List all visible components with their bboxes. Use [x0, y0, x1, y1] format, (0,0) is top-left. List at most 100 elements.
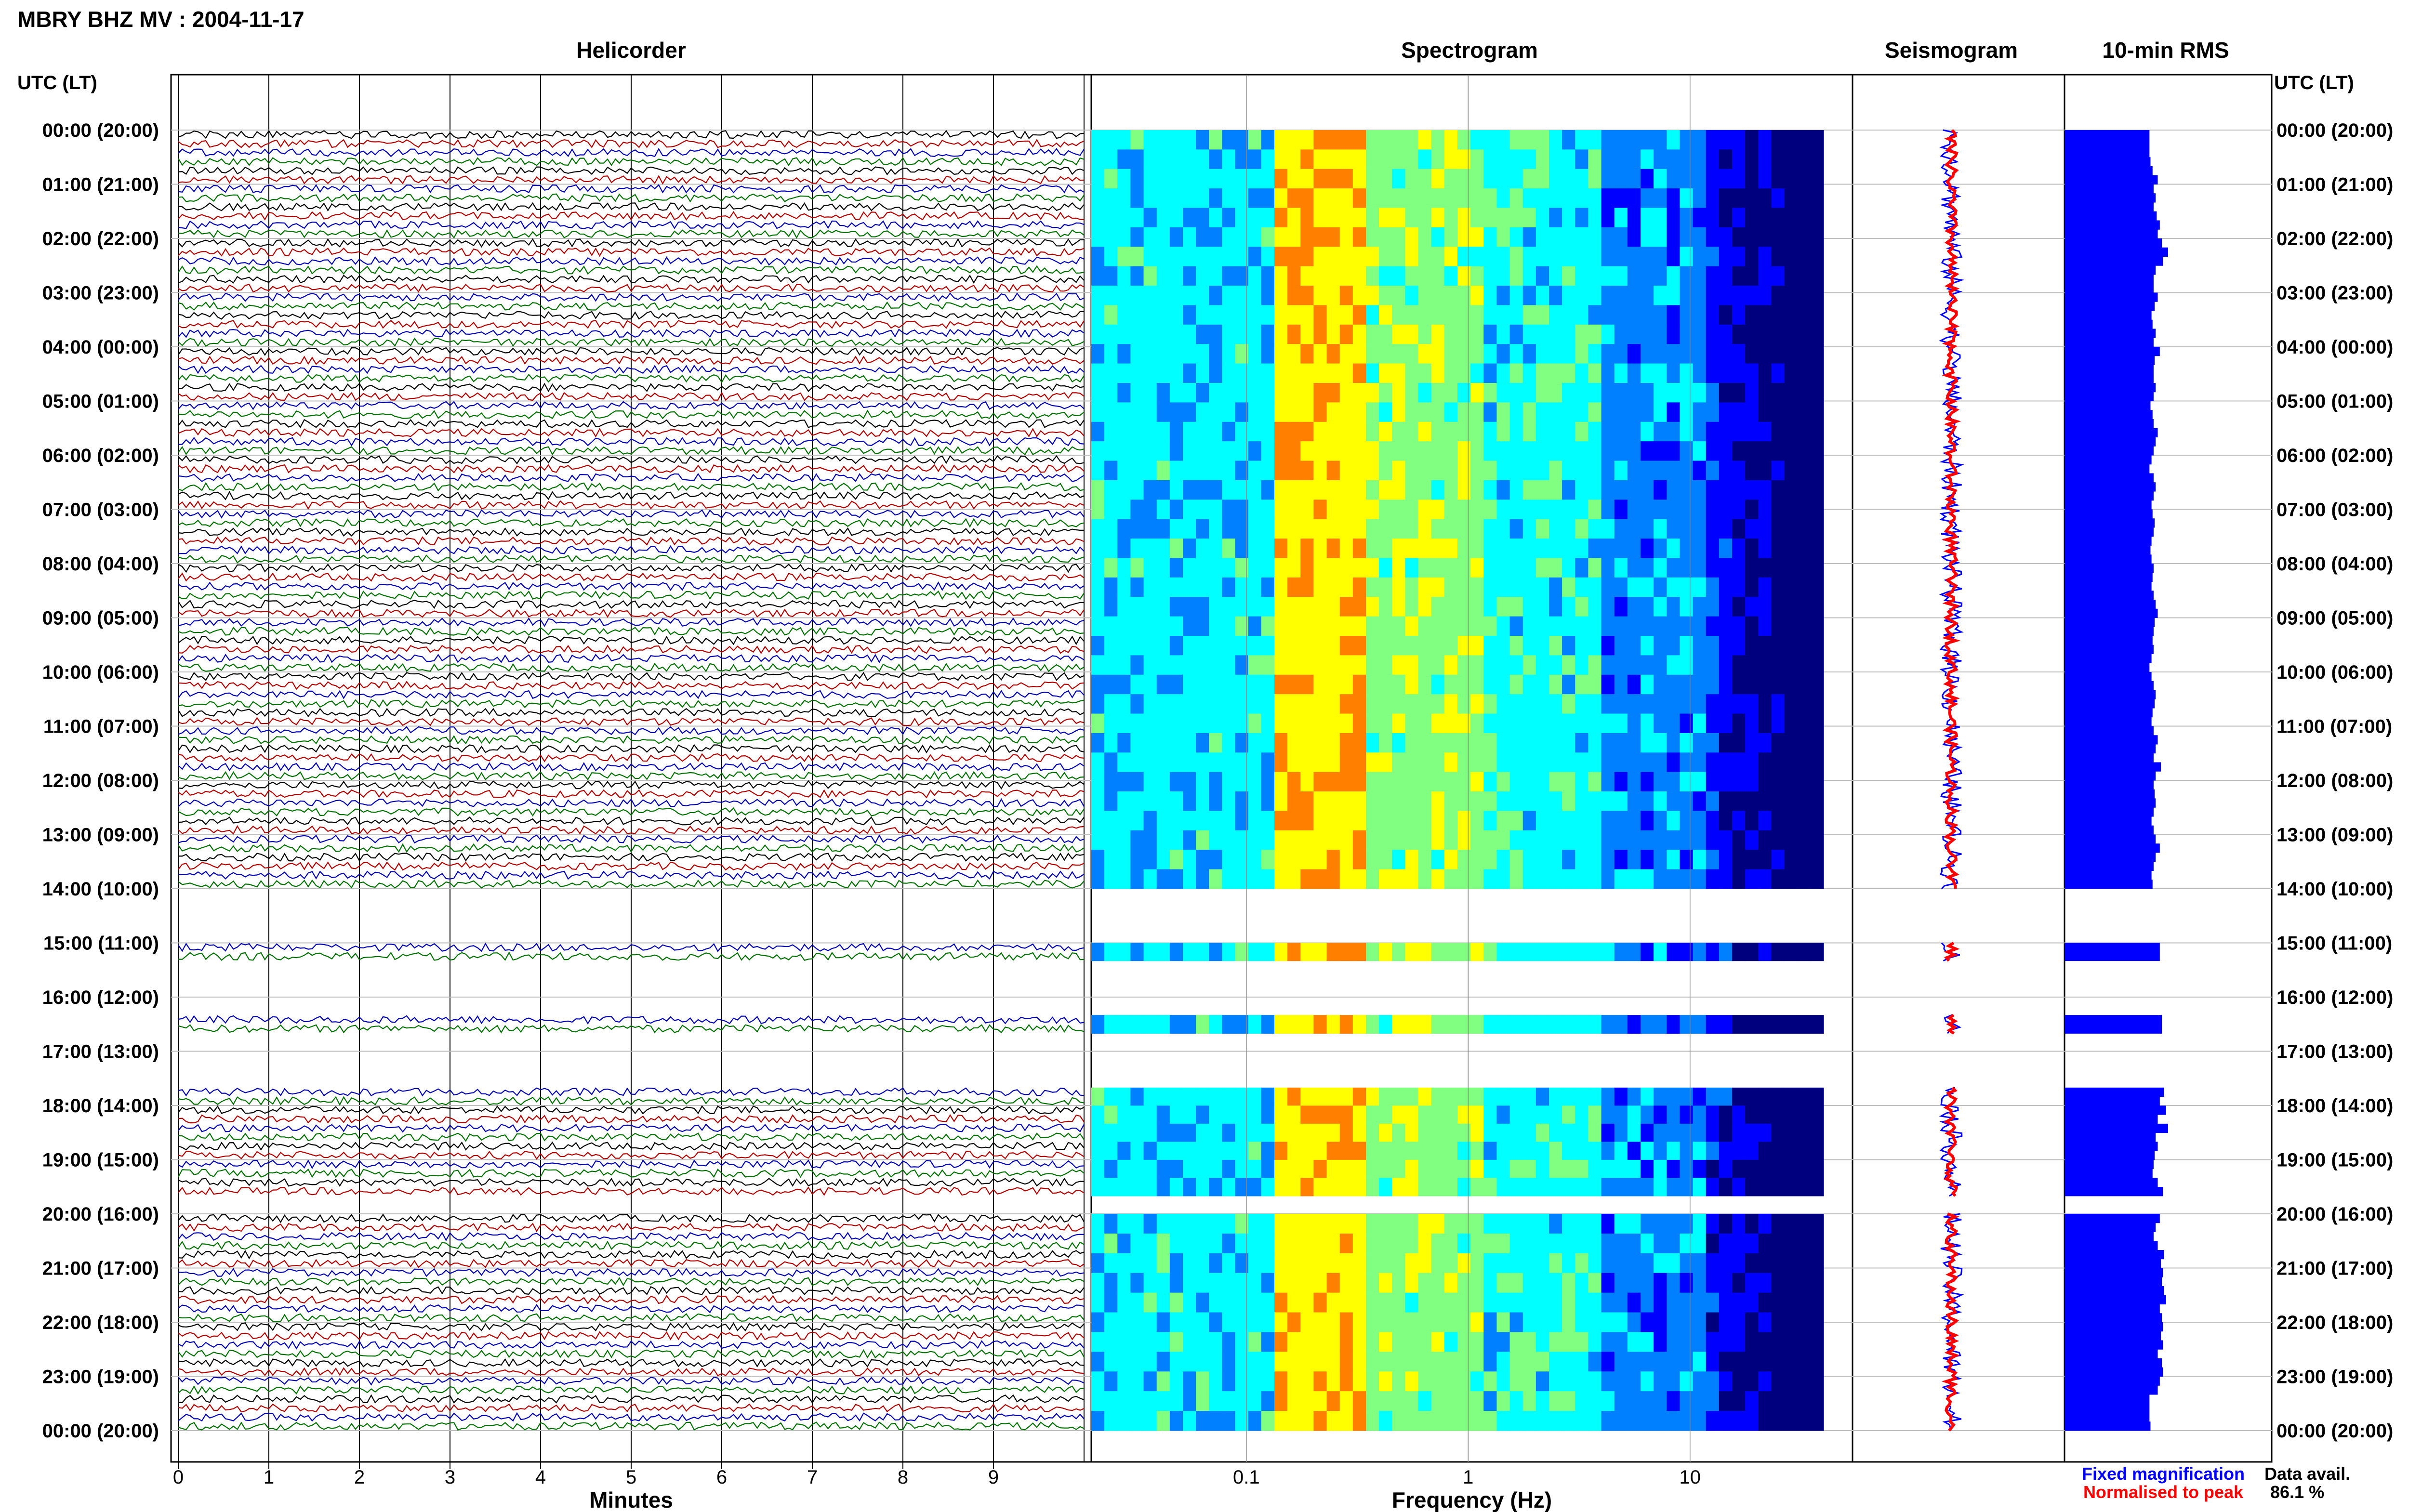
spectrogram-cell [1575, 344, 1589, 364]
spectrogram-cell [1313, 344, 1327, 364]
spectrogram-cell [1392, 169, 1406, 189]
spectrogram-cell [1797, 1292, 1811, 1313]
spectrogram-cell [1771, 539, 1785, 559]
helicorder-trace [178, 1322, 1085, 1332]
spectrogram-cell [1641, 344, 1654, 364]
spectrogram-cell [1588, 733, 1602, 753]
spectrogram-cell [1509, 597, 1523, 617]
rms-bar [2065, 1169, 2153, 1178]
time-label-left: 14:00 (10:00) [42, 879, 159, 900]
spectrogram-cell [1522, 363, 1536, 383]
spectrogram-cell [1379, 286, 1392, 306]
spectrogram-cell [1732, 636, 1746, 656]
rms-bar [2065, 843, 2160, 853]
spectrogram-cell [1222, 1292, 1236, 1313]
data-avail-value: 86.1 % [2270, 1482, 2324, 1502]
spectrogram-cell [1379, 149, 1392, 170]
spectrogram-cell [1509, 1411, 1523, 1431]
spectrogram-cell [1209, 1178, 1223, 1196]
seismogram-normalised-trace [1946, 1013, 1958, 1035]
spectrogram-cell [1627, 1273, 1641, 1293]
spectrogram-cell [1483, 1292, 1497, 1313]
spectrogram-cell [1641, 1178, 1654, 1196]
spectrogram-cell [1117, 558, 1131, 578]
spectrogram-cell [1693, 811, 1707, 831]
spectrogram-cell [1444, 752, 1458, 773]
spectrogram-cell [1457, 869, 1471, 889]
spectrogram-cell [1732, 1332, 1746, 1352]
spectrogram-cell [1169, 869, 1183, 889]
spectrogram-cell [1549, 655, 1562, 675]
spectrogram-cell [1549, 1312, 1562, 1333]
spectrogram-cell [1522, 1411, 1536, 1431]
helicorder-trace [178, 247, 1085, 257]
spectrogram-cell [1405, 188, 1419, 209]
spectrogram-cell [1470, 1214, 1484, 1234]
helicorder-trace [178, 527, 1085, 537]
spectrogram-cell [1614, 519, 1628, 539]
spectrogram-cell [1719, 460, 1733, 481]
spectrogram-cell [1457, 636, 1471, 656]
spectrogram-cell [1339, 1105, 1353, 1124]
spectrogram-cell [1627, 791, 1641, 812]
spectrogram-cell [1575, 1178, 1589, 1196]
spectrogram-cell [1352, 227, 1366, 247]
spectrogram-cell [1771, 1312, 1785, 1333]
spectrogram-cell [1130, 1371, 1144, 1392]
rms-bar [2065, 1394, 2150, 1404]
helicorder-trace [178, 1277, 1085, 1287]
spectrogram-cell [1797, 383, 1811, 403]
spectrogram-cell [1196, 188, 1209, 209]
spectrogram-cell [1758, 169, 1772, 189]
spectrogram-cell [1209, 266, 1223, 286]
spectrogram-cell [1575, 266, 1589, 286]
spectrogram-cell [1693, 402, 1707, 422]
spectrogram-cell [1156, 539, 1170, 559]
spectrogram-cell [1457, 674, 1471, 695]
spectrogram-cell [1706, 1105, 1720, 1124]
spectrogram-cell [1719, 247, 1733, 267]
spectrogram-cell [1248, 1015, 1262, 1034]
time-label-left: 23:00 (19:00) [42, 1367, 159, 1388]
spectrogram-cell [1339, 480, 1353, 500]
spectrogram-cell [1392, 616, 1406, 636]
spectrogram-cell [1183, 1178, 1196, 1196]
spectrogram-cell [1339, 830, 1353, 850]
spectrogram-cell [1614, 674, 1628, 695]
spectrogram-cell [1313, 266, 1327, 286]
spectrogram-cell [1732, 674, 1746, 695]
spectrogram-cell [1169, 169, 1183, 189]
spectrogram-cell [1379, 1292, 1392, 1313]
spectrogram-cell [1196, 869, 1209, 889]
spectrogram-cell [1143, 674, 1157, 695]
spectrogram-cell [1719, 943, 1733, 961]
spectrogram-cell [1667, 1371, 1681, 1392]
spectrogram-cell [1810, 1371, 1824, 1392]
spectrogram-cell [1418, 772, 1432, 792]
spectrogram-cell [1549, 1411, 1562, 1431]
spectrogram-cell [1575, 480, 1589, 500]
spectrogram-cell [1209, 869, 1223, 889]
helicorder-trace [178, 491, 1085, 500]
rms-bar [2065, 1115, 2158, 1124]
spectrogram-cell [1810, 247, 1824, 267]
spectrogram-cell [1392, 1015, 1406, 1034]
spectrogram-cell [1667, 247, 1681, 267]
spectrogram-cell [1549, 247, 1562, 267]
spectrogram-cell [1758, 1159, 1772, 1178]
spectrogram-cell [1614, 286, 1628, 306]
spectrogram-cell [1143, 616, 1157, 636]
spectrogram-cell [1693, 1015, 1707, 1034]
spectrogram-cell [1797, 286, 1811, 306]
spectrogram-cell [1771, 1142, 1785, 1160]
spectrogram-cell [1248, 441, 1262, 461]
rms-bar [2065, 699, 2155, 709]
spectrogram-cell [1535, 480, 1549, 500]
spectrogram-cell [1562, 169, 1575, 189]
spectrogram-cell [1444, 130, 1458, 150]
spectrogram-cell [1405, 305, 1419, 325]
rms-bar [2065, 292, 2158, 302]
spectrogram-cell [1339, 324, 1353, 344]
spectrogram-cell [1196, 324, 1209, 344]
spectrogram-cell [1326, 713, 1340, 734]
